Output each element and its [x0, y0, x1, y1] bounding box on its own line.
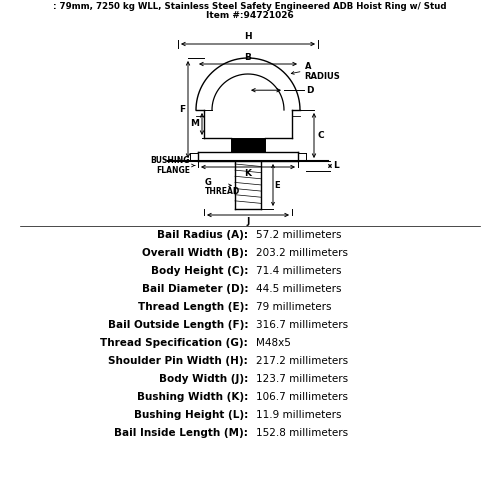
Text: Bail Radius (A):: Bail Radius (A): — [157, 230, 248, 240]
Text: FLANGE: FLANGE — [156, 166, 190, 175]
Text: J: J — [246, 217, 250, 226]
Text: 79 millimeters: 79 millimeters — [256, 302, 332, 312]
Text: F: F — [179, 105, 185, 114]
Text: Shoulder Pin Width (H):: Shoulder Pin Width (H): — [108, 356, 248, 366]
Text: 57.2 millimeters: 57.2 millimeters — [256, 230, 342, 240]
Text: Overall Width (B):: Overall Width (B): — [142, 248, 248, 258]
Text: Item #:94721026: Item #:94721026 — [206, 11, 294, 20]
Text: Bail Diameter (D):: Bail Diameter (D): — [142, 284, 248, 294]
Text: 44.5 millimeters: 44.5 millimeters — [256, 284, 342, 294]
Text: THREAD: THREAD — [205, 187, 240, 196]
Text: 106.7 millimeters: 106.7 millimeters — [256, 392, 348, 402]
Text: 152.8 millimeters: 152.8 millimeters — [256, 428, 348, 438]
Text: H: H — [244, 32, 252, 41]
Text: 11.9 millimeters: 11.9 millimeters — [256, 410, 342, 420]
Polygon shape — [231, 138, 265, 152]
Text: 217.2 millimeters: 217.2 millimeters — [256, 356, 348, 366]
Text: G: G — [205, 178, 212, 187]
Text: Body Height (C):: Body Height (C): — [150, 266, 248, 276]
Text: E: E — [274, 180, 280, 190]
Text: M: M — [190, 120, 199, 128]
Text: Bail Outside Length (F):: Bail Outside Length (F): — [108, 320, 248, 330]
Text: Bushing Width (K):: Bushing Width (K): — [137, 392, 248, 402]
Text: A
RADIUS: A RADIUS — [304, 62, 340, 80]
Text: 203.2 millimeters: 203.2 millimeters — [256, 248, 348, 258]
Text: 316.7 millimeters: 316.7 millimeters — [256, 320, 348, 330]
Text: D: D — [306, 86, 314, 94]
Text: 71.4 millimeters: 71.4 millimeters — [256, 266, 342, 276]
Text: L: L — [333, 162, 339, 170]
Text: Thread Specification (G):: Thread Specification (G): — [100, 338, 248, 348]
Text: BUSHING: BUSHING — [150, 156, 190, 165]
Text: M48x5: M48x5 — [256, 338, 291, 348]
Text: C: C — [317, 131, 324, 140]
Text: Bushing Height (L):: Bushing Height (L): — [134, 410, 248, 420]
Text: Thread Length (E):: Thread Length (E): — [138, 302, 248, 312]
Text: 123.7 millimeters: 123.7 millimeters — [256, 374, 348, 384]
Text: K: K — [244, 169, 252, 178]
Text: B: B — [244, 53, 252, 62]
Text: Body Width (J):: Body Width (J): — [159, 374, 248, 384]
Text: : 79mm, 7250 kg WLL, Stainless Steel Safety Engineered ADB Hoist Ring w/ Stud: : 79mm, 7250 kg WLL, Stainless Steel Saf… — [53, 2, 447, 11]
Text: Bail Inside Length (M):: Bail Inside Length (M): — [114, 428, 248, 438]
